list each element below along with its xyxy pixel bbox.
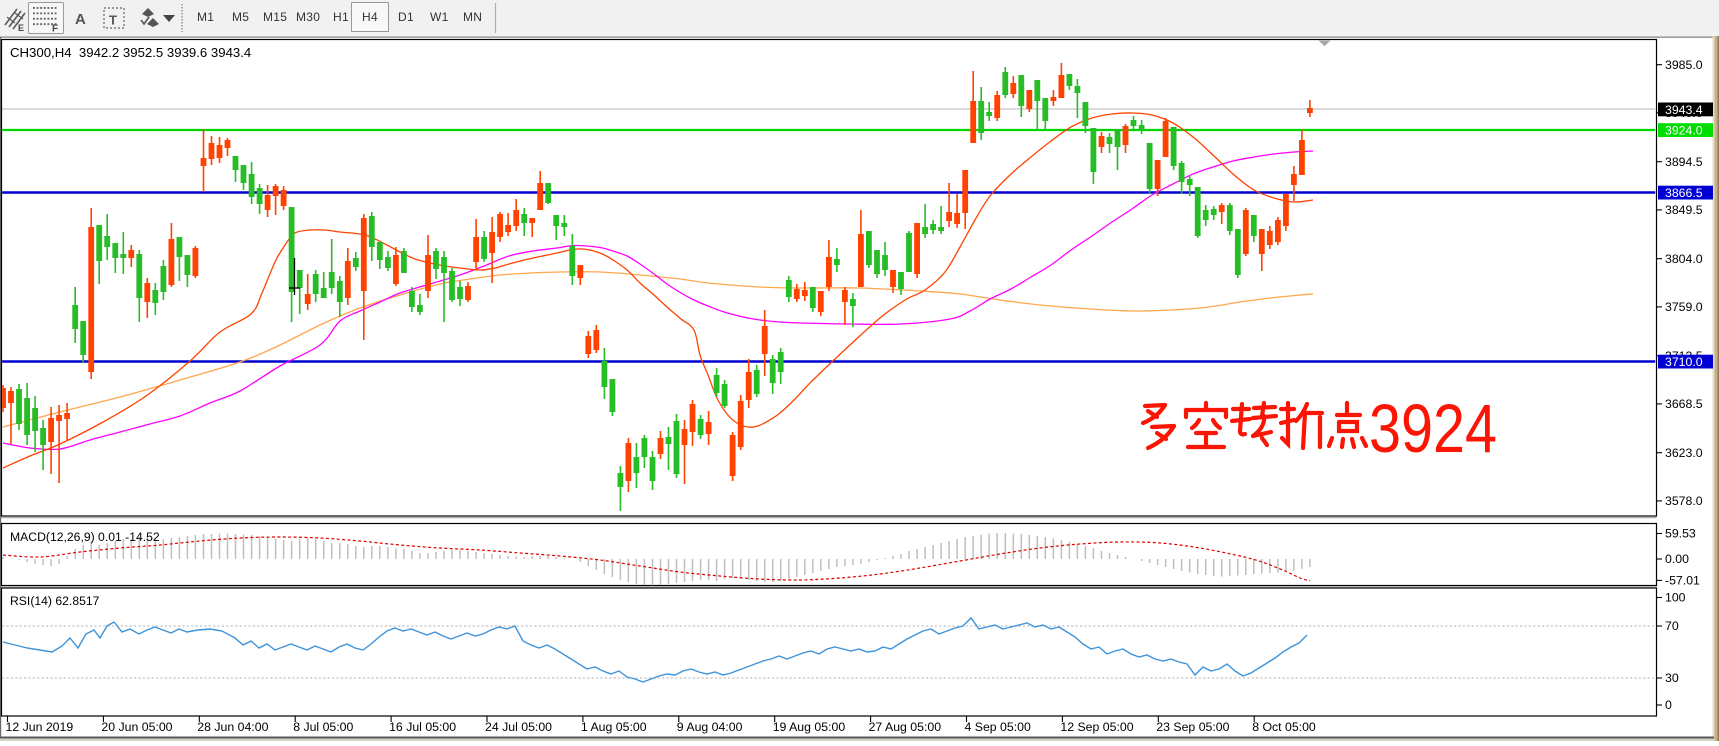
svg-text:3668.5: 3668.5 — [1665, 397, 1703, 411]
svg-text:MACD(12,26,9) 0.01 -14.52: MACD(12,26,9) 0.01 -14.52 — [10, 530, 160, 544]
svg-text:A: A — [75, 11, 86, 28]
svg-text:19 Aug 05:00: 19 Aug 05:00 — [773, 720, 846, 734]
svg-text:70: 70 — [1665, 619, 1679, 633]
svg-text:CH300,H4 3942.2 3952.5 3939.6: CH300,H4 3942.2 3952.5 3939.6 3943.4 — [10, 45, 251, 60]
svg-text:3710.0: 3710.0 — [1665, 355, 1703, 369]
svg-text:3804.0: 3804.0 — [1665, 252, 1703, 266]
svg-text:23 Sep 05:00: 23 Sep 05:00 — [1156, 720, 1229, 734]
svg-text:100: 100 — [1665, 591, 1686, 605]
svg-text:3943.4: 3943.4 — [1665, 103, 1703, 117]
svg-text:RSI(14) 62.8517: RSI(14) 62.8517 — [10, 594, 100, 608]
svg-text:0: 0 — [1665, 698, 1672, 712]
svg-text:3578.0: 3578.0 — [1665, 494, 1703, 508]
svg-text:3985.0: 3985.0 — [1665, 58, 1703, 72]
svg-text:3924: 3924 — [1369, 390, 1497, 467]
svg-text:4 Sep 05:00: 4 Sep 05:00 — [965, 720, 1031, 734]
svg-text:3759.0: 3759.0 — [1665, 300, 1703, 314]
svg-text:0.00: 0.00 — [1665, 552, 1689, 566]
svg-text:F: F — [52, 24, 58, 35]
svg-text:12 Sep 05:00: 12 Sep 05:00 — [1060, 720, 1133, 734]
svg-text:8 Oct 05:00: 8 Oct 05:00 — [1252, 720, 1316, 734]
svg-text:-57.01: -57.01 — [1665, 574, 1700, 588]
svg-text:3623.0: 3623.0 — [1665, 446, 1703, 460]
svg-text:T: T — [109, 13, 117, 28]
svg-text:E: E — [18, 23, 24, 33]
svg-text:28 Jun 04:00: 28 Jun 04:00 — [197, 720, 268, 734]
svg-text:1 Aug 05:00: 1 Aug 05:00 — [581, 720, 647, 734]
svg-text:3894.5: 3894.5 — [1665, 155, 1703, 169]
svg-text:3849.5: 3849.5 — [1665, 203, 1703, 217]
svg-text:59.53: 59.53 — [1665, 527, 1696, 541]
svg-text:12 Jun 2019: 12 Jun 2019 — [6, 720, 74, 734]
svg-text:20 Jun 05:00: 20 Jun 05:00 — [101, 720, 172, 734]
svg-text:8 Jul 05:00: 8 Jul 05:00 — [293, 720, 353, 734]
svg-text:9 Aug 04:00: 9 Aug 04:00 — [677, 720, 743, 734]
svg-text:30: 30 — [1665, 671, 1679, 685]
svg-text:3866.5: 3866.5 — [1665, 186, 1703, 200]
svg-text:27 Aug 05:00: 27 Aug 05:00 — [869, 720, 942, 734]
svg-text:16 Jul 05:00: 16 Jul 05:00 — [389, 720, 456, 734]
svg-text:3924.0: 3924.0 — [1665, 124, 1703, 138]
svg-text:24 Jul 05:00: 24 Jul 05:00 — [485, 720, 552, 734]
